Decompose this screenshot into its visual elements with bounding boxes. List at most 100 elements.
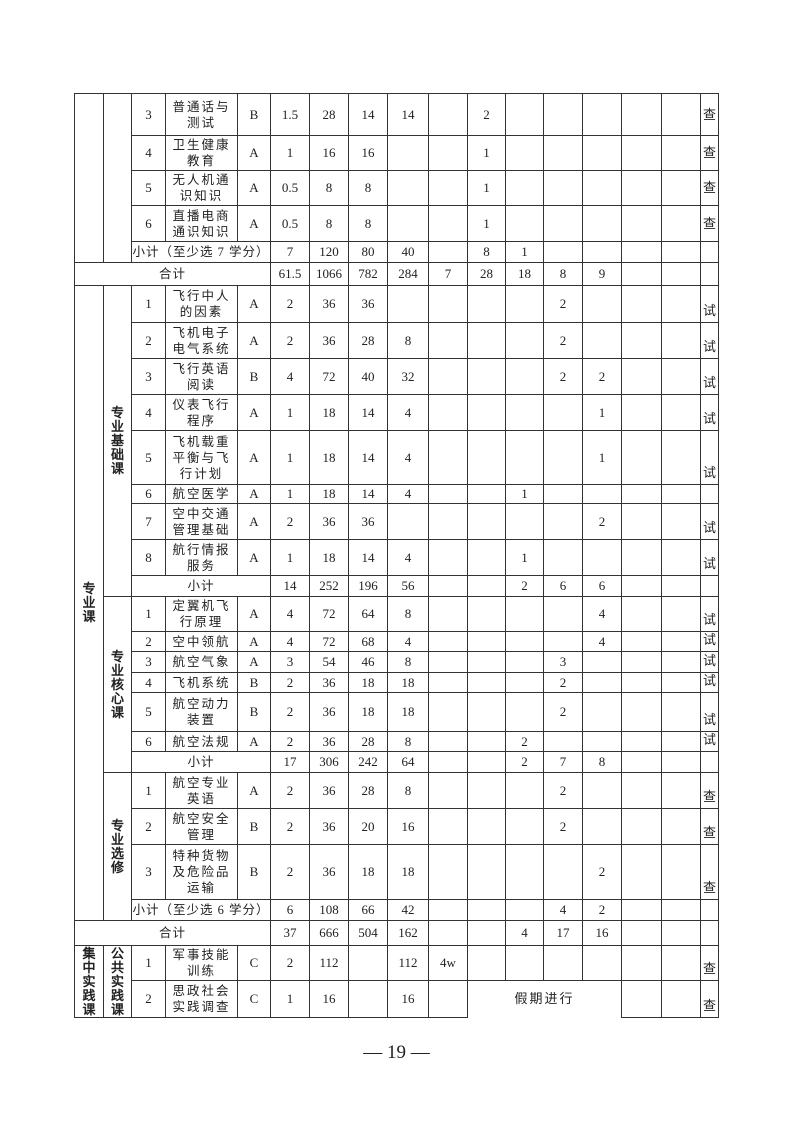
semester-cell	[467, 808, 506, 845]
total-hours-cell: 18	[309, 394, 349, 431]
semester-cell	[661, 135, 701, 171]
total-hours-cell: 18	[309, 484, 349, 504]
total-hours-cell: 252	[309, 575, 349, 597]
semester-cell	[543, 539, 583, 576]
semester-cell	[428, 205, 468, 242]
assessment-cell: 试	[700, 285, 719, 323]
practice-hours-cell: 4	[387, 394, 429, 431]
table-row: 小计 14 252 196 56 2 6 6	[75, 575, 719, 597]
course-name-cell: 飞行中人的因素	[165, 285, 238, 323]
practice-hours-cell: 16	[387, 808, 429, 845]
semester-cell: 4	[582, 596, 622, 632]
semester-cell	[621, 672, 662, 693]
semester-cell	[621, 241, 662, 263]
semester-cell: 1	[582, 394, 622, 431]
credits-cell: 37	[270, 920, 310, 946]
semester-cell	[428, 731, 468, 752]
semester-cell	[505, 596, 544, 632]
total-hours-cell: 8	[309, 205, 349, 242]
semester-cell	[582, 672, 622, 693]
semester-cell	[505, 205, 544, 242]
course-number-cell: 7	[131, 503, 166, 540]
credits-cell: 2	[270, 285, 310, 323]
credits-cell: 2	[270, 772, 310, 809]
table-row: 合计 37 666 504 162 4 17 16	[74, 920, 719, 946]
semester-cell	[428, 672, 468, 693]
semester-cell	[505, 322, 544, 359]
semester-cell: 1	[467, 135, 506, 171]
semester-cell	[661, 484, 701, 504]
semester-cell	[505, 899, 544, 921]
semester-cell	[621, 596, 662, 632]
total-hours-cell: 108	[309, 899, 349, 921]
table-row: 6 直播电商通识知识 A 0.5 8 8 1 查	[75, 205, 719, 242]
semester-cell	[661, 539, 701, 576]
theory-hours-cell: 46	[348, 651, 388, 673]
semester-cell	[621, 844, 662, 900]
theory-hours-cell	[348, 980, 388, 1018]
semester-cell	[467, 844, 506, 900]
theory-hours-cell: 36	[348, 285, 388, 323]
semester-cell	[467, 751, 506, 773]
course-number-cell: 4	[131, 394, 166, 431]
assessment-cell	[700, 262, 719, 286]
total-hours-cell: 72	[309, 358, 349, 395]
semester-cell	[428, 596, 468, 632]
semester-cell	[621, 575, 662, 597]
table-row: 专业课 专业基础课 1 飞行中人的因素 A 2 36 36 2 试	[74, 285, 719, 921]
semester-cell: 4w	[428, 945, 468, 981]
semester-cell	[428, 692, 468, 732]
semester-cell: 6	[582, 575, 622, 597]
semester-cell: 7	[428, 262, 468, 286]
semester-cell	[661, 430, 701, 485]
semester-cell	[661, 170, 701, 206]
theory-hours-cell	[348, 945, 388, 981]
semester-cell	[661, 262, 701, 286]
semester-cell	[661, 772, 701, 809]
semester-cell	[505, 844, 544, 900]
semester-cell: 2	[505, 751, 544, 773]
assessment-cell: 查	[700, 772, 719, 809]
assessment-cell: 查	[700, 135, 719, 171]
semester-cell	[661, 692, 701, 732]
semester-cell	[661, 596, 701, 632]
semester-cell	[661, 980, 701, 1018]
table-row: 3 特种货物及危险品运输 B 2 36 18 18 2 查	[75, 844, 719, 900]
assessment-cell: 试	[700, 672, 719, 693]
semester-cell	[467, 322, 506, 359]
practice-hours-cell: 18	[387, 692, 429, 732]
table-row: 集中实践课 公共实践课 1 军事技能训练 C 2 112 112 4w 查	[74, 945, 719, 1018]
semester-cell: 2	[543, 672, 583, 693]
assessment-cell: 查	[700, 945, 719, 981]
course-number-cell: 4	[131, 672, 166, 693]
theory-hours-cell: 18	[348, 692, 388, 732]
practice-hours-cell: 4	[387, 430, 429, 485]
semester-cell: 1	[467, 205, 506, 242]
course-name-cell: 空中交通管理基础	[165, 503, 238, 540]
semester-cell	[428, 575, 468, 597]
course-number-cell: 6	[131, 484, 166, 504]
course-name-cell: 普通话与测试	[165, 93, 238, 136]
course-type-cell: A	[237, 631, 271, 652]
course-number-cell: 2	[131, 631, 166, 652]
semester-cell: 2	[543, 772, 583, 809]
semester-cell: 16	[582, 920, 622, 946]
assessment-cell: 试	[700, 631, 719, 652]
subtotal-label: 小计（至少选 7 学分）	[131, 241, 271, 263]
table-row: 4 卫生健康教育 A 1 16 16 1 查	[75, 135, 719, 171]
course-type-cell: A	[237, 731, 271, 752]
course-type-cell: A	[237, 394, 271, 431]
credits-cell: 1	[270, 430, 310, 485]
assessment-cell: 试	[700, 322, 719, 359]
total-hours-cell: 54	[309, 651, 349, 673]
course-type-cell: A	[237, 772, 271, 809]
semester-cell	[621, 920, 662, 946]
table-row: 7 空中交通管理基础 A 2 36 36 2 试	[75, 503, 719, 540]
theory-hours-cell: 64	[348, 596, 388, 632]
semester-cell: 2	[543, 285, 583, 323]
table-row: 5 无人机通识知识 A 0.5 8 8 1 查	[75, 170, 719, 206]
course-name-cell: 飞机系统	[165, 672, 238, 693]
course-type-cell: B	[237, 93, 271, 136]
course-type-cell: A	[237, 322, 271, 359]
